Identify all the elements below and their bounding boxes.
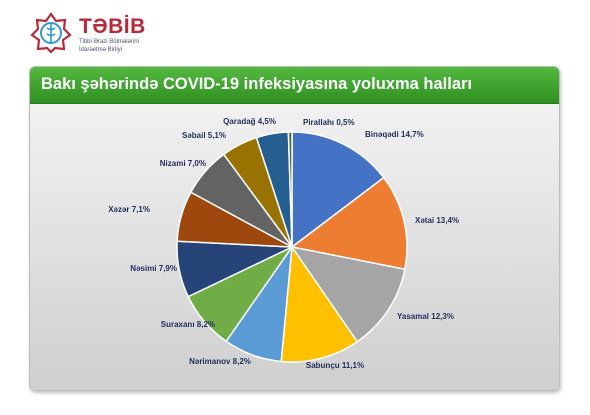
slice-label-4: Sabunçu 11,1% xyxy=(306,361,364,370)
slice-label-12: Pirallahı 0,5% xyxy=(303,118,355,127)
slice-label-1: Binəqədi 14,7% xyxy=(365,130,424,139)
slice-label-5: Nərimanov 8,2% xyxy=(189,357,251,366)
logo-wordmark: TƏBİB xyxy=(79,15,146,38)
slice-label-9: Nizami 7,0% xyxy=(160,159,206,168)
logo-subtitle-line-2: İdarəetmə Birliyi xyxy=(79,47,123,53)
pie-slice-12 xyxy=(287,131,293,248)
slice-label-6: Suraxanı 8,2% xyxy=(161,320,215,329)
pie-slice-2 xyxy=(290,176,408,271)
slice-label-8: Xəzər 7,1% xyxy=(108,205,150,214)
pie-slice-4 xyxy=(280,244,359,363)
chart-title: Bakı şəhərində COVID-19 infeksiyasına yo… xyxy=(41,75,473,93)
tebib-logo: TƏBİB Tibbi Ərazi Bölmələrini İdarəetmə … xyxy=(30,8,160,56)
pie-slice-3 xyxy=(290,245,406,343)
tebib-emblem-icon xyxy=(30,12,72,54)
slice-label-10: Səbail 5,1% xyxy=(182,131,226,140)
pie-chart: Binəqədi 14,7% Xətai 13,4% Yasamal 12,3% Sa… xyxy=(108,117,459,370)
slice-label-2: Xətai 13,4% xyxy=(415,216,459,225)
slice-label-3: Yasamal 12,3% xyxy=(397,312,454,321)
logo-subtitle-line-1: Tibbi Ərazi Bölmələrini xyxy=(79,39,139,45)
chart-title-bar: Bakı şəhərində COVID-19 infeksiyasına yo… xyxy=(30,67,559,104)
slice-label-11: Qaradağ 4,5% xyxy=(223,117,276,126)
pie-slice-1 xyxy=(291,131,385,249)
chart-panel: Binəqədi 14,7% Xətai 13,4% Yasamal 12,3% Sa… xyxy=(29,66,560,391)
slice-label-7: Nəsimi 7,9% xyxy=(130,264,177,273)
